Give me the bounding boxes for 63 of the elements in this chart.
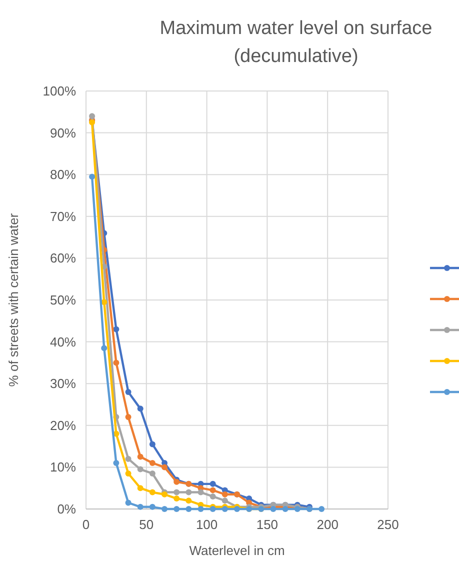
y-tick-label: 0% <box>57 502 76 516</box>
x-tick-label: 100 <box>196 517 218 532</box>
point <box>137 454 144 460</box>
point <box>137 466 144 472</box>
point <box>89 113 96 120</box>
point <box>318 506 325 512</box>
x-tick-label: 0 <box>82 517 90 532</box>
point <box>294 506 300 512</box>
chart-title: Maximum water level on surface (decumulative) <box>160 18 432 67</box>
point <box>198 489 204 496</box>
point <box>162 506 168 512</box>
y-tick-label: 50% <box>50 292 76 308</box>
point <box>149 489 156 496</box>
point <box>125 414 132 420</box>
y-tick-label: 70% <box>50 208 76 224</box>
point <box>89 174 96 180</box>
point <box>125 456 132 462</box>
point <box>222 491 228 498</box>
y-tick-label: 30% <box>50 376 76 392</box>
point <box>210 487 216 494</box>
point <box>222 498 228 504</box>
point <box>137 485 144 492</box>
point <box>149 441 156 448</box>
y-tick-label: 20% <box>50 418 76 433</box>
x-tick-label: 50 <box>139 517 154 532</box>
point <box>186 506 192 512</box>
y-tick-label: 80% <box>50 167 76 182</box>
point <box>125 470 132 476</box>
y-tick-label: 40% <box>50 334 76 350</box>
point <box>282 506 288 512</box>
y-tick-label: 60% <box>50 250 76 266</box>
point <box>186 498 192 504</box>
point <box>174 496 180 502</box>
point <box>270 506 276 512</box>
y-tick-label: 90% <box>50 125 76 140</box>
point <box>113 360 120 366</box>
point <box>149 460 156 466</box>
x-tick-label: 200 <box>316 517 338 532</box>
point <box>198 506 204 512</box>
point <box>210 493 216 500</box>
point <box>174 506 180 512</box>
y-tick-label: 100% <box>42 84 76 98</box>
x-tick-label: 150 <box>256 517 278 532</box>
point <box>234 506 240 512</box>
y-tick-label: 10% <box>50 460 76 475</box>
point <box>113 326 120 332</box>
point <box>162 464 168 470</box>
point <box>210 480 216 487</box>
point <box>149 470 156 476</box>
point <box>101 345 108 352</box>
y-axis-title: % of streets with certain water <box>6 212 21 387</box>
x-axis-title: Waterlevel in cm <box>189 543 285 558</box>
point <box>149 504 156 510</box>
x-tick-label: 250 <box>377 517 399 532</box>
point <box>174 489 180 496</box>
point <box>125 500 132 506</box>
point <box>222 506 228 512</box>
point <box>137 406 144 412</box>
point <box>125 388 132 395</box>
point <box>137 504 144 510</box>
point <box>186 489 192 496</box>
point <box>113 460 120 466</box>
point <box>210 506 216 512</box>
